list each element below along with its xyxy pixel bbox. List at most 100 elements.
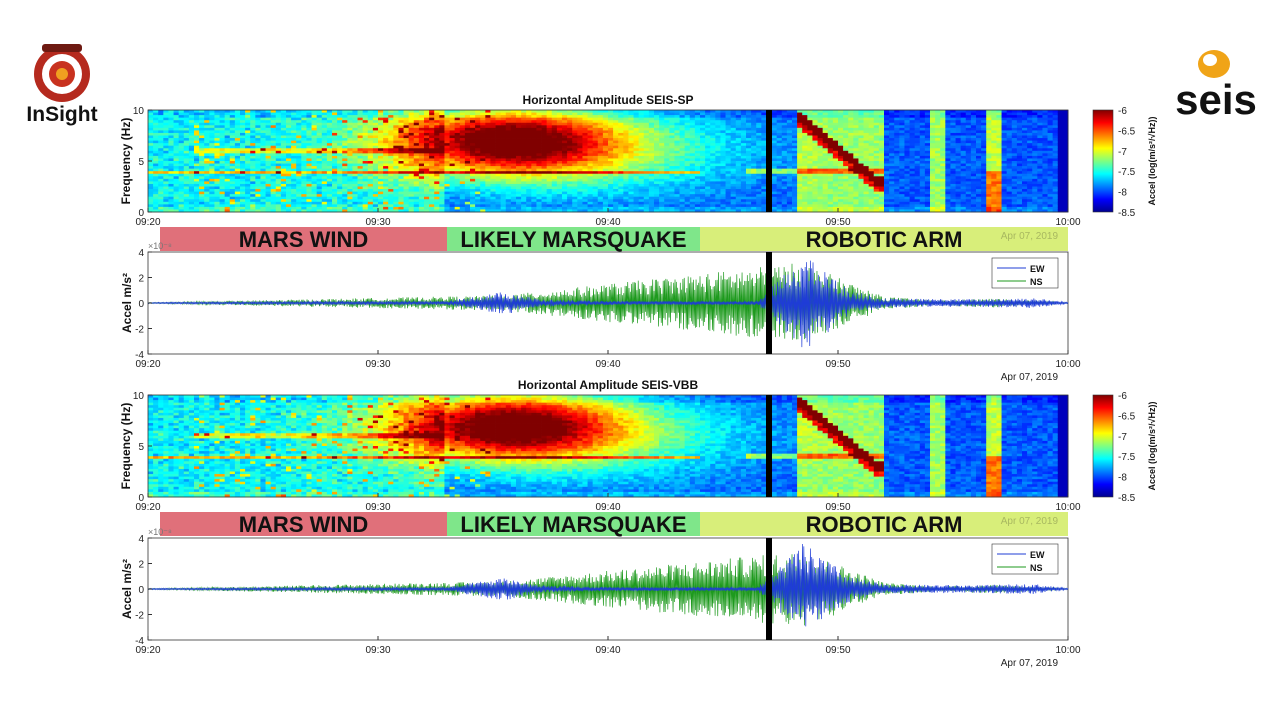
spectrogram-cell [163, 155, 169, 159]
spectrogram-cell [347, 196, 353, 200]
spectrogram-cell [229, 158, 236, 162]
spectrogram-cell [403, 138, 410, 141]
spectrogram-cell [756, 138, 762, 141]
spectrogram-cell [562, 150, 568, 154]
spectrogram-cell [597, 117, 604, 121]
spectrogram-cell [352, 186, 358, 190]
spectrogram-cell [587, 148, 594, 152]
spectrogram-cell [510, 181, 517, 185]
spectrogram-cell [751, 194, 757, 198]
spectrogram-cell [500, 110, 507, 113]
spectrogram-cell [505, 148, 512, 152]
spectrogram-cell [776, 161, 783, 164]
spectrogram-cell [316, 143, 323, 147]
spectrogram-cell [306, 122, 312, 126]
spectrogram-cell [572, 183, 578, 187]
spectrogram-cell [199, 176, 205, 180]
spectrogram-cell [679, 155, 686, 159]
spectrogram-cell [408, 189, 415, 192]
spectrogram-cell [725, 196, 732, 200]
spectrogram-cell [684, 125, 691, 129]
spectrogram-cell [286, 168, 292, 172]
spectrogram-cell [480, 150, 486, 154]
spectrogram-cell [480, 204, 486, 208]
spectrogram-cell [439, 148, 445, 152]
spectrogram-cell [689, 153, 696, 157]
spectrogram-cell [429, 204, 435, 208]
spectrogram-cell [260, 153, 266, 157]
spectrogram-cell [730, 196, 737, 200]
spectrogram-cell [188, 110, 195, 113]
spectrogram-cell [638, 199, 645, 203]
spectrogram-cell [756, 176, 762, 180]
spectrogram-cell [735, 112, 742, 116]
spectrogram-cell [418, 127, 425, 131]
spectrogram-cell [270, 132, 277, 136]
spectrogram-cell [470, 176, 476, 180]
spectrogram-cell [618, 150, 624, 154]
spectrogram-cell [255, 191, 261, 195]
spectrogram-cell [700, 132, 706, 136]
spectrogram-cell [178, 199, 185, 203]
spectrogram-cell [577, 120, 583, 124]
spectrogram-cell [669, 161, 675, 164]
spectrogram-cell [572, 132, 578, 136]
spectrogram-cell [643, 178, 650, 182]
spectrogram-cell [541, 145, 548, 149]
spectrogram-cell [347, 138, 353, 141]
spectrogram-cell [434, 132, 440, 136]
spectrogram-cell [250, 130, 256, 134]
spectrogram-cell [740, 171, 747, 175]
spectrogram-cell [424, 135, 430, 139]
spectrogram-cell [505, 168, 512, 172]
spectrogram-cell [480, 191, 486, 195]
spectrogram-cell [173, 199, 180, 203]
spectrogram-cell [740, 145, 747, 149]
spectrogram-cell [705, 171, 711, 175]
spectrogram-cell [275, 173, 282, 177]
spectrogram-cell [526, 122, 532, 126]
spectrogram-cell [505, 194, 512, 198]
spectrogram-cell [613, 194, 619, 198]
spectrogram-cell [245, 189, 251, 192]
spectrogram-cell [664, 183, 670, 187]
spectrogram-cell [439, 206, 445, 210]
spectrogram-cell [418, 199, 425, 203]
spectrogram-cell [178, 145, 185, 149]
spectrogram-cell [659, 173, 665, 177]
spectrogram-cell [398, 166, 404, 170]
spectrogram-cell [398, 155, 404, 159]
spectrogram-cell [516, 117, 522, 121]
spectrogram-cell [439, 194, 445, 198]
spectrogram-cell [265, 120, 272, 124]
spectrogram-cell [250, 191, 256, 195]
spectrogram-cell [623, 186, 629, 190]
spectrogram-cell [352, 189, 358, 192]
spectrogram-cell [454, 209, 461, 213]
spectrogram-cell [648, 168, 655, 172]
spectrogram-cell [562, 115, 568, 119]
spectrogram-cell [321, 178, 328, 182]
spectrogram-cell [306, 189, 312, 192]
spectrogram-cell [316, 117, 323, 121]
spectrogram-cell [388, 110, 394, 113]
spectrogram-cell [582, 135, 588, 139]
spectrogram-cell [296, 168, 302, 172]
spectrogram-cell [510, 130, 517, 134]
spectrogram-cell [694, 135, 701, 139]
spectrogram-cell [286, 150, 292, 154]
spectrogram-cell [393, 140, 399, 144]
spectrogram-cell [280, 155, 287, 159]
spectrogram-cell [490, 127, 496, 131]
spectrogram-cell [567, 176, 573, 180]
spectrogram-cell [316, 176, 323, 180]
spectrogram-cell [674, 127, 680, 131]
spectrogram-cell [556, 183, 563, 187]
spectrogram-cell [449, 206, 456, 210]
spectrogram-cell [245, 112, 251, 116]
spectrogram-cell [556, 153, 563, 157]
spectrogram-cell [194, 140, 200, 144]
spectrogram-cell [592, 189, 599, 192]
spectrogram-cell [459, 132, 466, 136]
spectrogram-cell [454, 189, 461, 192]
